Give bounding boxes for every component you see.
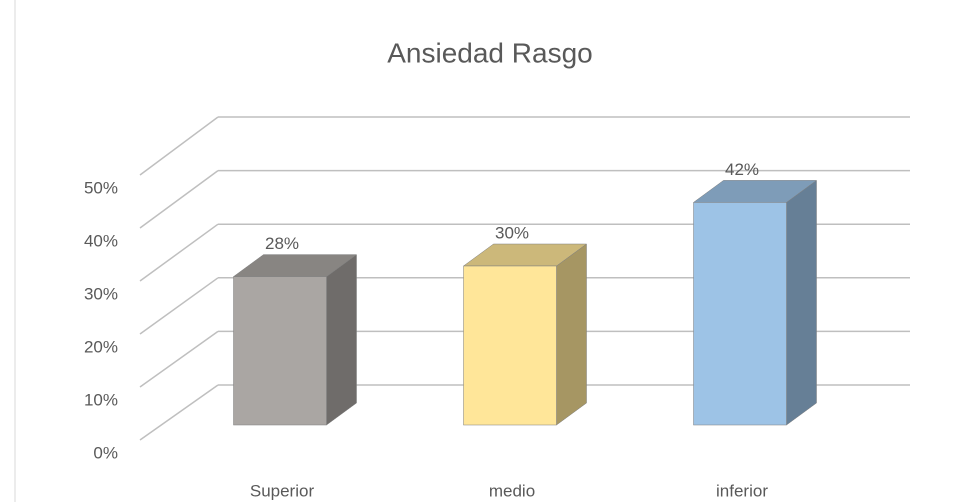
bar xyxy=(233,276,327,426)
chart-title: Ansiedad Rasgo xyxy=(387,37,592,68)
x-tick-label: inferior xyxy=(716,481,768,500)
y-tick-label: 20% xyxy=(84,337,118,356)
y-tick-label: 50% xyxy=(84,178,118,197)
y-tick-label: 40% xyxy=(84,231,118,250)
data-label: 42% xyxy=(725,160,759,179)
grid-diagonal xyxy=(139,223,219,282)
grid-diagonal xyxy=(139,116,219,176)
grid-diagonal xyxy=(139,277,219,335)
x-tick-label: Superior xyxy=(250,481,315,500)
data-label: 28% xyxy=(265,234,299,253)
bar-side xyxy=(556,243,587,426)
grid-diagonal xyxy=(139,384,219,441)
y-tick-label: 30% xyxy=(84,284,118,303)
y-tick-label: 10% xyxy=(84,390,118,409)
data-label: 30% xyxy=(495,223,529,242)
bar-side xyxy=(326,254,357,426)
y-tick-label: 0% xyxy=(93,443,118,462)
bar xyxy=(693,202,787,426)
bar xyxy=(463,265,557,426)
grid-diagonal xyxy=(139,330,219,388)
bar-side xyxy=(786,179,817,426)
grid-diagonal xyxy=(139,169,219,229)
x-tick-label: medio xyxy=(489,481,535,500)
